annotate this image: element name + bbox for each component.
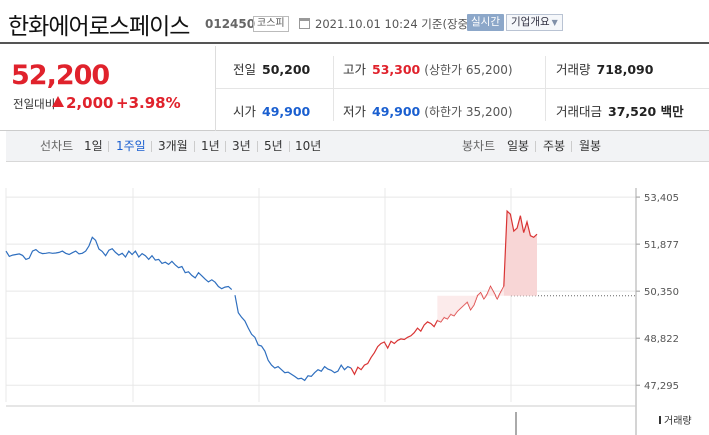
period-1d[interactable]: 1일 [84,139,103,153]
trade-value-label: 거래대금 [556,104,603,119]
prev-close-value: 50,200 [262,62,311,77]
y-tick-label: 47,295 [644,381,679,392]
volume-cell: 거래량 718,090 [556,59,653,78]
low-value: 49,900 [372,104,421,119]
price-box: 52,200 전일대비 2,000 +3.98% [0,46,216,131]
period-3m[interactable]: 3개월 [158,139,188,153]
y-tick-label: 50,350 [644,287,679,298]
row-divider [216,88,709,89]
high-value: 53,300 [372,62,421,77]
open-value: 49,900 [262,104,311,119]
divider [194,141,195,152]
period-3y[interactable]: 3년 [232,139,251,153]
quote-datetime: 2021.10.01 10:24 기준(장중) [315,17,473,31]
low-label: 저가 [343,104,367,119]
upper-limit: (상한가 65,200) [424,63,513,77]
line-chart-label: 선차트 [40,139,74,153]
period-10y[interactable]: 10년 [295,139,322,153]
divider [108,141,109,152]
divider [289,141,290,152]
up-triangle-icon [52,96,64,107]
company-overview-dropdown[interactable]: 기업개요 ▼ [506,14,563,31]
divider [257,141,258,152]
chevron-down-icon: ▼ [551,18,558,27]
period-1y[interactable]: 1년 [201,139,220,153]
price-line-segment-2 [234,295,352,382]
volume-value: 718,090 [596,62,654,77]
candle-daily[interactable]: 일봉 [507,139,530,153]
rise-area-fill [437,286,504,322]
realtime-button[interactable]: 실시간 [467,14,504,31]
stock-name: 한화에어로스페이스 [8,14,190,40]
high-cell: 고가 53,300 (상한가 65,200) [343,59,513,78]
stock-header: 한화에어로스페이스 012450 코스피 2021.10.01 10:24 기준… [0,0,709,44]
price-change-percent: +3.98% [116,94,181,112]
candle-chart-label: 봉차트 [462,139,496,153]
volume-legend-label: 거래량 [664,415,692,427]
candle-weekly[interactable]: 주봉 [543,139,566,153]
high-label: 고가 [343,62,367,77]
low-cell: 저가 49,900 (하한가 35,200) [343,101,513,120]
period-5y[interactable]: 5년 [264,139,283,153]
price-line-segment-3 [350,285,505,376]
divider [225,141,226,152]
market-badge: 코스피 [253,16,289,32]
company-overview-label: 기업개요 [511,16,550,28]
price-change: 2,000 [66,94,114,112]
quote-panel: 52,200 전일대비 2,000 +3.98% 전일 50,200 고가 53,3… [0,46,709,131]
prev-close-label: 전일 [233,62,257,77]
divider [571,141,572,152]
price-line-segment-1 [5,236,233,291]
divider [535,141,536,152]
price-chart-svg: 53,405 51,877 50,350 48,822 47,295 거래량 [5,188,692,435]
volume-label: 거래량 [556,62,591,77]
current-price: 52,200 [11,60,110,91]
prev-close-cell: 전일 50,200 [233,59,310,78]
trade-value-cell: 거래대금 37,520 백만 [556,101,684,120]
trade-value-value: 37,520 백만 [608,104,684,119]
y-tick-label: 51,877 [644,240,679,251]
period-1w[interactable]: 1주일 [116,139,146,153]
candle-monthly[interactable]: 월봉 [579,139,602,153]
open-cell: 시가 49,900 [233,101,310,120]
y-tick-label: 53,405 [644,193,679,204]
price-chart[interactable]: 53,405 51,877 50,350 48,822 47,295 거래량 [0,162,709,435]
change-label: 전일대비 [13,97,56,111]
today-area-fill [503,211,537,296]
open-label: 시가 [233,104,257,119]
divider [151,141,152,152]
calendar-icon [299,18,310,29]
lower-limit: (하한가 35,200) [424,105,513,119]
stock-code: 012450 [205,17,256,31]
y-tick-label: 48,822 [644,334,679,345]
price-line-today [503,209,538,287]
period-toolbar: 선차트 1일 1주일 3개월 1년 3년 5년 10년 봉차트 일봉 주봉 월봉 [6,131,709,162]
